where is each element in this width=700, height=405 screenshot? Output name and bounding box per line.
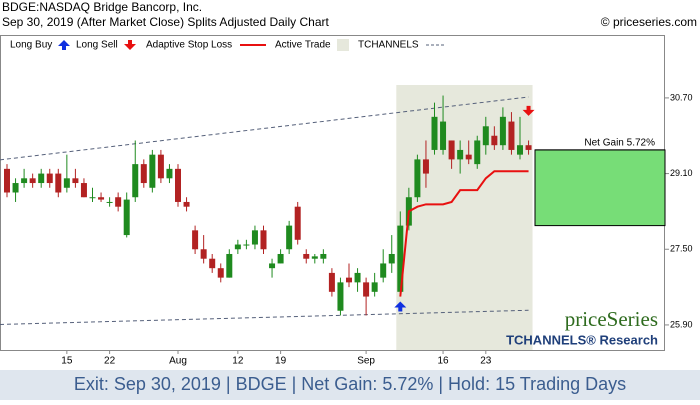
legend: Long Buy Long Sell Adaptive Stop Loss Activ… [4, 37, 450, 53]
candle-body [140, 164, 147, 184]
candle-body [422, 159, 429, 174]
legend-swatch [58, 40, 70, 50]
legend-label: Long Sell [76, 40, 118, 51]
candle-body [491, 135, 498, 146]
candle-body [192, 230, 199, 250]
candle-body [12, 183, 19, 193]
candle-body [21, 178, 28, 184]
candle-body [123, 199, 130, 236]
candle-body [328, 272, 335, 292]
candle-body [157, 154, 164, 179]
footer-band [0, 370, 700, 400]
candle-body [320, 253, 327, 259]
legend-label: Active Trade [275, 40, 331, 51]
candle-body [80, 183, 87, 198]
candle-body [217, 268, 224, 278]
candle-body [209, 258, 216, 269]
chart-subtitle: Sep 30, 2019 (After Market Close) Splits… [2, 15, 329, 29]
candle-body [251, 230, 258, 245]
candle-body [260, 230, 267, 250]
candle-body [106, 201, 113, 203]
candle-body [183, 201, 190, 207]
x-tick-label: Sep [357, 356, 375, 367]
x-tick-label: 22 [104, 356, 116, 367]
candle-body [286, 225, 293, 250]
candle-body [226, 253, 233, 278]
x-tick-label: 15 [61, 356, 73, 367]
y-tick-label: 29.10 [670, 168, 693, 178]
candle-body [149, 154, 156, 188]
candle-body [29, 178, 36, 184]
legend-label: TCHANNELS [358, 40, 419, 51]
candle-body [499, 116, 506, 146]
candle-body [115, 197, 122, 207]
x-tick-label: Aug [169, 356, 187, 367]
candle-body [397, 225, 404, 292]
x-tick-label: 23 [480, 356, 492, 367]
candle-body [4, 168, 10, 193]
x-tick-label: 12 [232, 356, 244, 367]
y-tick-label: 25.90 [670, 319, 693, 329]
candle-body [98, 197, 105, 200]
candle-body [508, 121, 515, 150]
candle-body [200, 249, 207, 259]
candle-body [166, 168, 173, 179]
candle-body [371, 282, 378, 292]
candle-body [346, 277, 352, 283]
watermark: priceSeries [565, 307, 658, 331]
candle-body [72, 178, 79, 184]
candle-body [38, 173, 45, 184]
watermark-sub: TCHANNELS® Research [506, 332, 658, 347]
y-tick-label: 30.70 [670, 92, 693, 102]
y-tick-label: 27.50 [670, 244, 693, 254]
legend-label: Adaptive Stop Loss [146, 40, 232, 51]
candle-body [525, 145, 532, 150]
long-buy-arrow [394, 301, 407, 312]
x-tick-label: 19 [275, 356, 287, 367]
legend-label: Long Buy [10, 40, 52, 51]
channel-line [0, 96, 529, 161]
candle-body [380, 263, 387, 278]
footer: Exit: Sep 30, 2019 | BDGE | Net Gain: 5.… [74, 374, 626, 394]
candle-body [517, 145, 523, 155]
legend-swatch [124, 40, 136, 50]
candle-body [311, 256, 318, 259]
candle-body [234, 244, 241, 250]
candle-body [63, 178, 70, 188]
chart-title: BDGE:NASDAQ Bridge Bancorp, Inc. [2, 0, 202, 14]
candle-body [431, 116, 438, 150]
candle-body [465, 154, 472, 160]
candle-body [55, 173, 62, 193]
net-gain-box [534, 149, 666, 227]
candle-body [474, 140, 481, 165]
candle-body [277, 253, 284, 264]
legend-swatch [337, 39, 349, 51]
candle-body [175, 168, 181, 202]
candle-body [46, 173, 53, 184]
candle-body [388, 253, 395, 264]
x-tick-label: 16 [437, 356, 449, 367]
credit: © priceseries.com [601, 15, 697, 29]
candle-body [337, 282, 344, 311]
candle-body [354, 272, 361, 283]
candle-body [482, 126, 489, 146]
stop-line [399, 170, 529, 297]
net-gain-label: Net Gain 5.72% [584, 138, 655, 149]
candle-body [294, 206, 301, 240]
candle-body [243, 244, 250, 246]
candle-body [269, 263, 276, 269]
long-sell-arrow [522, 105, 535, 116]
candle-body [448, 140, 455, 160]
candle-body [363, 282, 370, 297]
candle-body [303, 253, 310, 259]
candle-body [440, 121, 447, 150]
candle-body [414, 159, 421, 198]
candle-body [89, 197, 96, 199]
candle-body [457, 149, 464, 160]
candle-body [132, 164, 139, 198]
